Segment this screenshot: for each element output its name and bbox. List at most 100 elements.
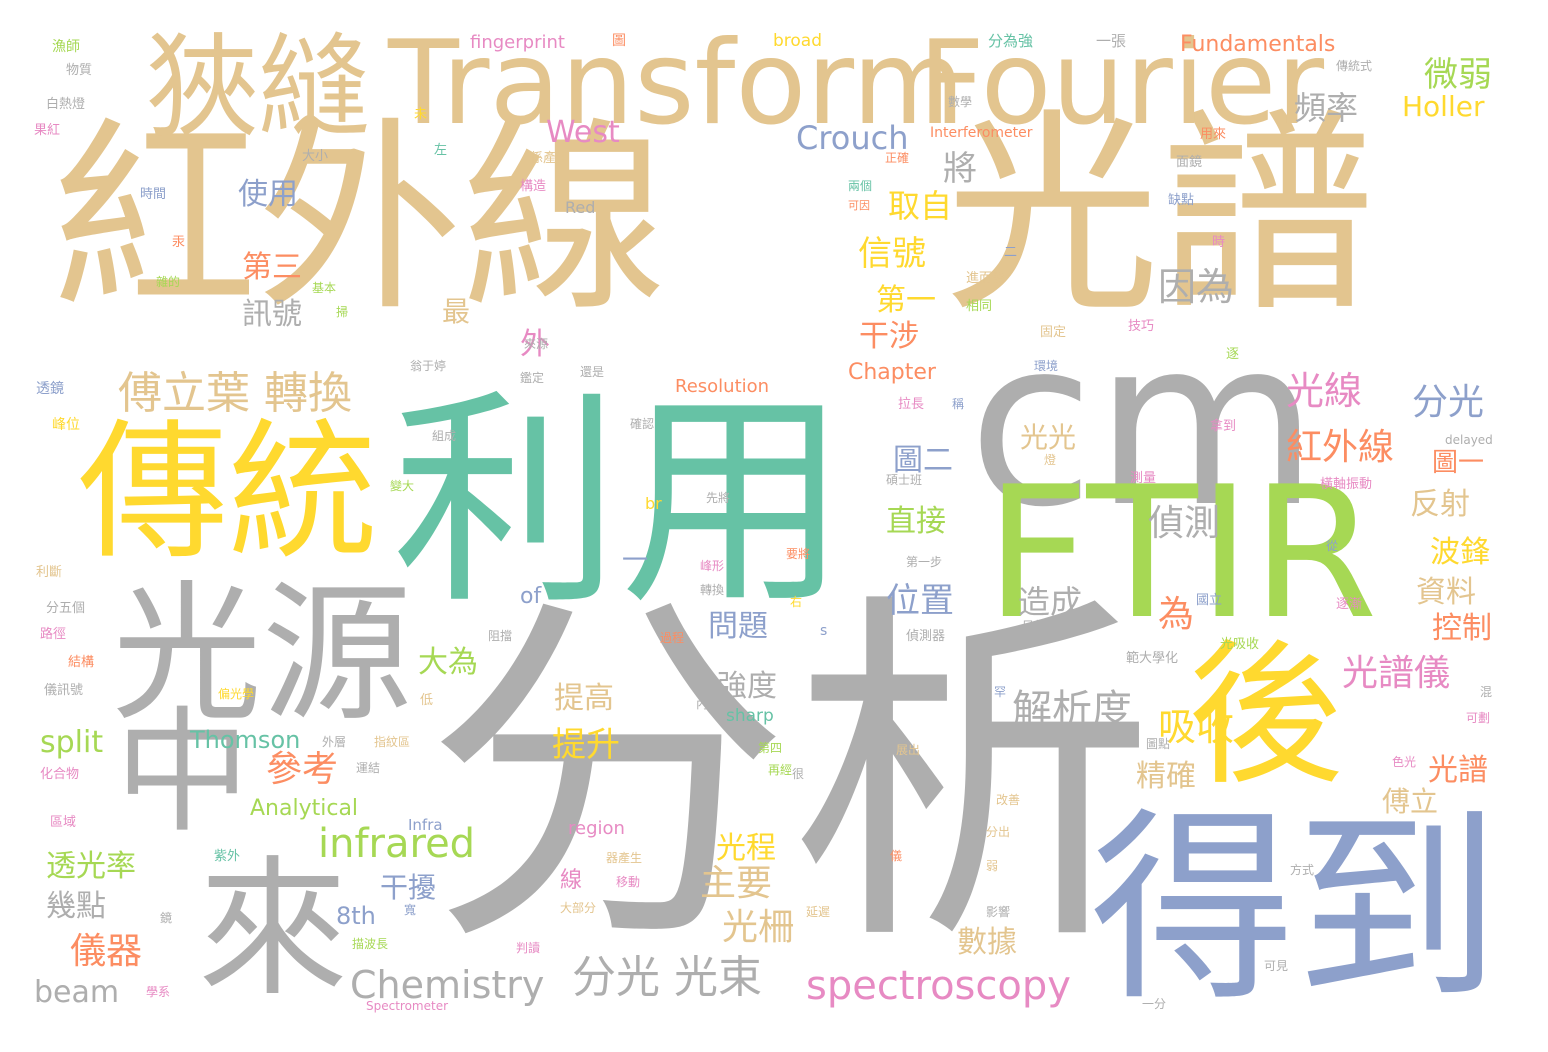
word: 偏光學: [218, 687, 255, 701]
word: 峰形: [700, 559, 725, 573]
word: Analytical: [250, 796, 359, 821]
word: 翁于婷: [410, 359, 447, 373]
word: 偵測器: [906, 629, 946, 644]
word: 將: [943, 149, 977, 189]
word: 數學: [948, 95, 973, 109]
word: 弱: [986, 859, 999, 873]
word: 外: [520, 327, 550, 362]
word: 結構: [68, 655, 95, 670]
word: 線: [560, 868, 583, 893]
word: 第四: [758, 741, 783, 755]
word: 取自: [888, 187, 953, 225]
word: 學系: [146, 985, 171, 999]
word: 分析: [425, 565, 1155, 990]
word: infrared: [318, 821, 476, 867]
word: Resolution: [675, 376, 770, 397]
word: sharp: [726, 706, 774, 726]
word: 分光: [1412, 382, 1485, 423]
word: 幾點: [46, 889, 106, 924]
word: 環境: [1034, 359, 1059, 373]
word: Holler: [1402, 90, 1485, 123]
word: FTIR: [985, 447, 1378, 659]
word: 碩士班: [886, 473, 923, 487]
word: 國立: [1196, 593, 1223, 608]
word: 區域: [50, 815, 77, 830]
word: cm: [968, 291, 1319, 558]
word: 進而發: [966, 271, 1006, 286]
word: 拿到: [1210, 419, 1237, 434]
word: 鏡: [160, 911, 173, 925]
word: 運結: [356, 761, 381, 775]
word: 逐漸: [1336, 597, 1363, 612]
word: 造成: [1018, 583, 1083, 621]
word: 精確: [1136, 759, 1196, 794]
word: 圖點: [1146, 737, 1171, 751]
word: Spectrometer: [366, 999, 449, 1013]
word: 波鋒: [1430, 535, 1490, 570]
word: 為: [1158, 594, 1195, 635]
word: 描波長: [352, 937, 389, 951]
word: 數據: [957, 925, 1017, 960]
word: 要將: [786, 547, 811, 561]
word: 阻擋: [488, 629, 513, 643]
word: 雜的: [156, 275, 181, 289]
word: 再經: [768, 763, 793, 777]
word: 位置: [886, 581, 954, 621]
word: Infra: [408, 816, 443, 834]
word: 利用: [392, 369, 848, 635]
word: 提高: [554, 681, 614, 716]
word: 強度: [717, 669, 777, 704]
word: 漁師: [52, 39, 80, 55]
word: s: [820, 623, 828, 639]
word: 第三: [242, 250, 302, 285]
word: 移動: [616, 875, 641, 889]
word: 缺點: [1168, 193, 1195, 208]
word: 干擾: [380, 871, 437, 904]
word: 峰位: [52, 417, 80, 433]
word: beam: [34, 975, 120, 1010]
word: 範大學化: [1126, 651, 1179, 666]
word: 一張: [1096, 32, 1127, 50]
word: 轉換: [700, 583, 725, 597]
word: 兩個: [848, 179, 873, 193]
word: 汞: [172, 235, 186, 250]
word: 右: [790, 595, 803, 609]
word: 透鏡: [36, 381, 64, 397]
word: 罕: [994, 685, 1007, 699]
word: 紅外線: [1286, 427, 1395, 468]
word: region: [568, 818, 625, 839]
word: 提升: [552, 725, 620, 765]
word: 用來: [1200, 127, 1227, 142]
word: 可見: [1264, 959, 1289, 973]
word: West: [546, 115, 620, 150]
word: 光譜: [1428, 753, 1488, 788]
word: 使用: [238, 177, 298, 212]
word: 時間: [140, 187, 167, 202]
word: 來: [198, 843, 349, 1017]
word: 一: [622, 546, 649, 576]
word: 傅立: [1382, 785, 1439, 818]
word: 橫軸振動: [1320, 477, 1373, 492]
word: 還是: [580, 365, 605, 379]
word: 傅立葉 轉換: [118, 368, 352, 419]
word: 掃: [336, 305, 349, 319]
word: 燈: [1044, 453, 1057, 467]
word: 技巧: [1128, 319, 1155, 334]
word: 二: [1004, 245, 1018, 260]
word: 物質: [66, 63, 93, 78]
word: 干涉: [859, 319, 919, 354]
word: 偵測: [1148, 503, 1221, 544]
word: 光譜儀: [1342, 653, 1451, 694]
word: 主要: [700, 863, 773, 904]
word: 光線: [1286, 369, 1363, 413]
word: br: [645, 494, 662, 513]
word: 目的: [1022, 619, 1047, 633]
word: 光程: [716, 831, 776, 866]
word: 光柵: [722, 907, 795, 948]
word: 參考: [266, 749, 339, 790]
word: 拉長: [898, 397, 925, 412]
word: 先將: [706, 491, 731, 505]
word: 中: [115, 694, 250, 851]
word: 訊號: [242, 297, 302, 332]
